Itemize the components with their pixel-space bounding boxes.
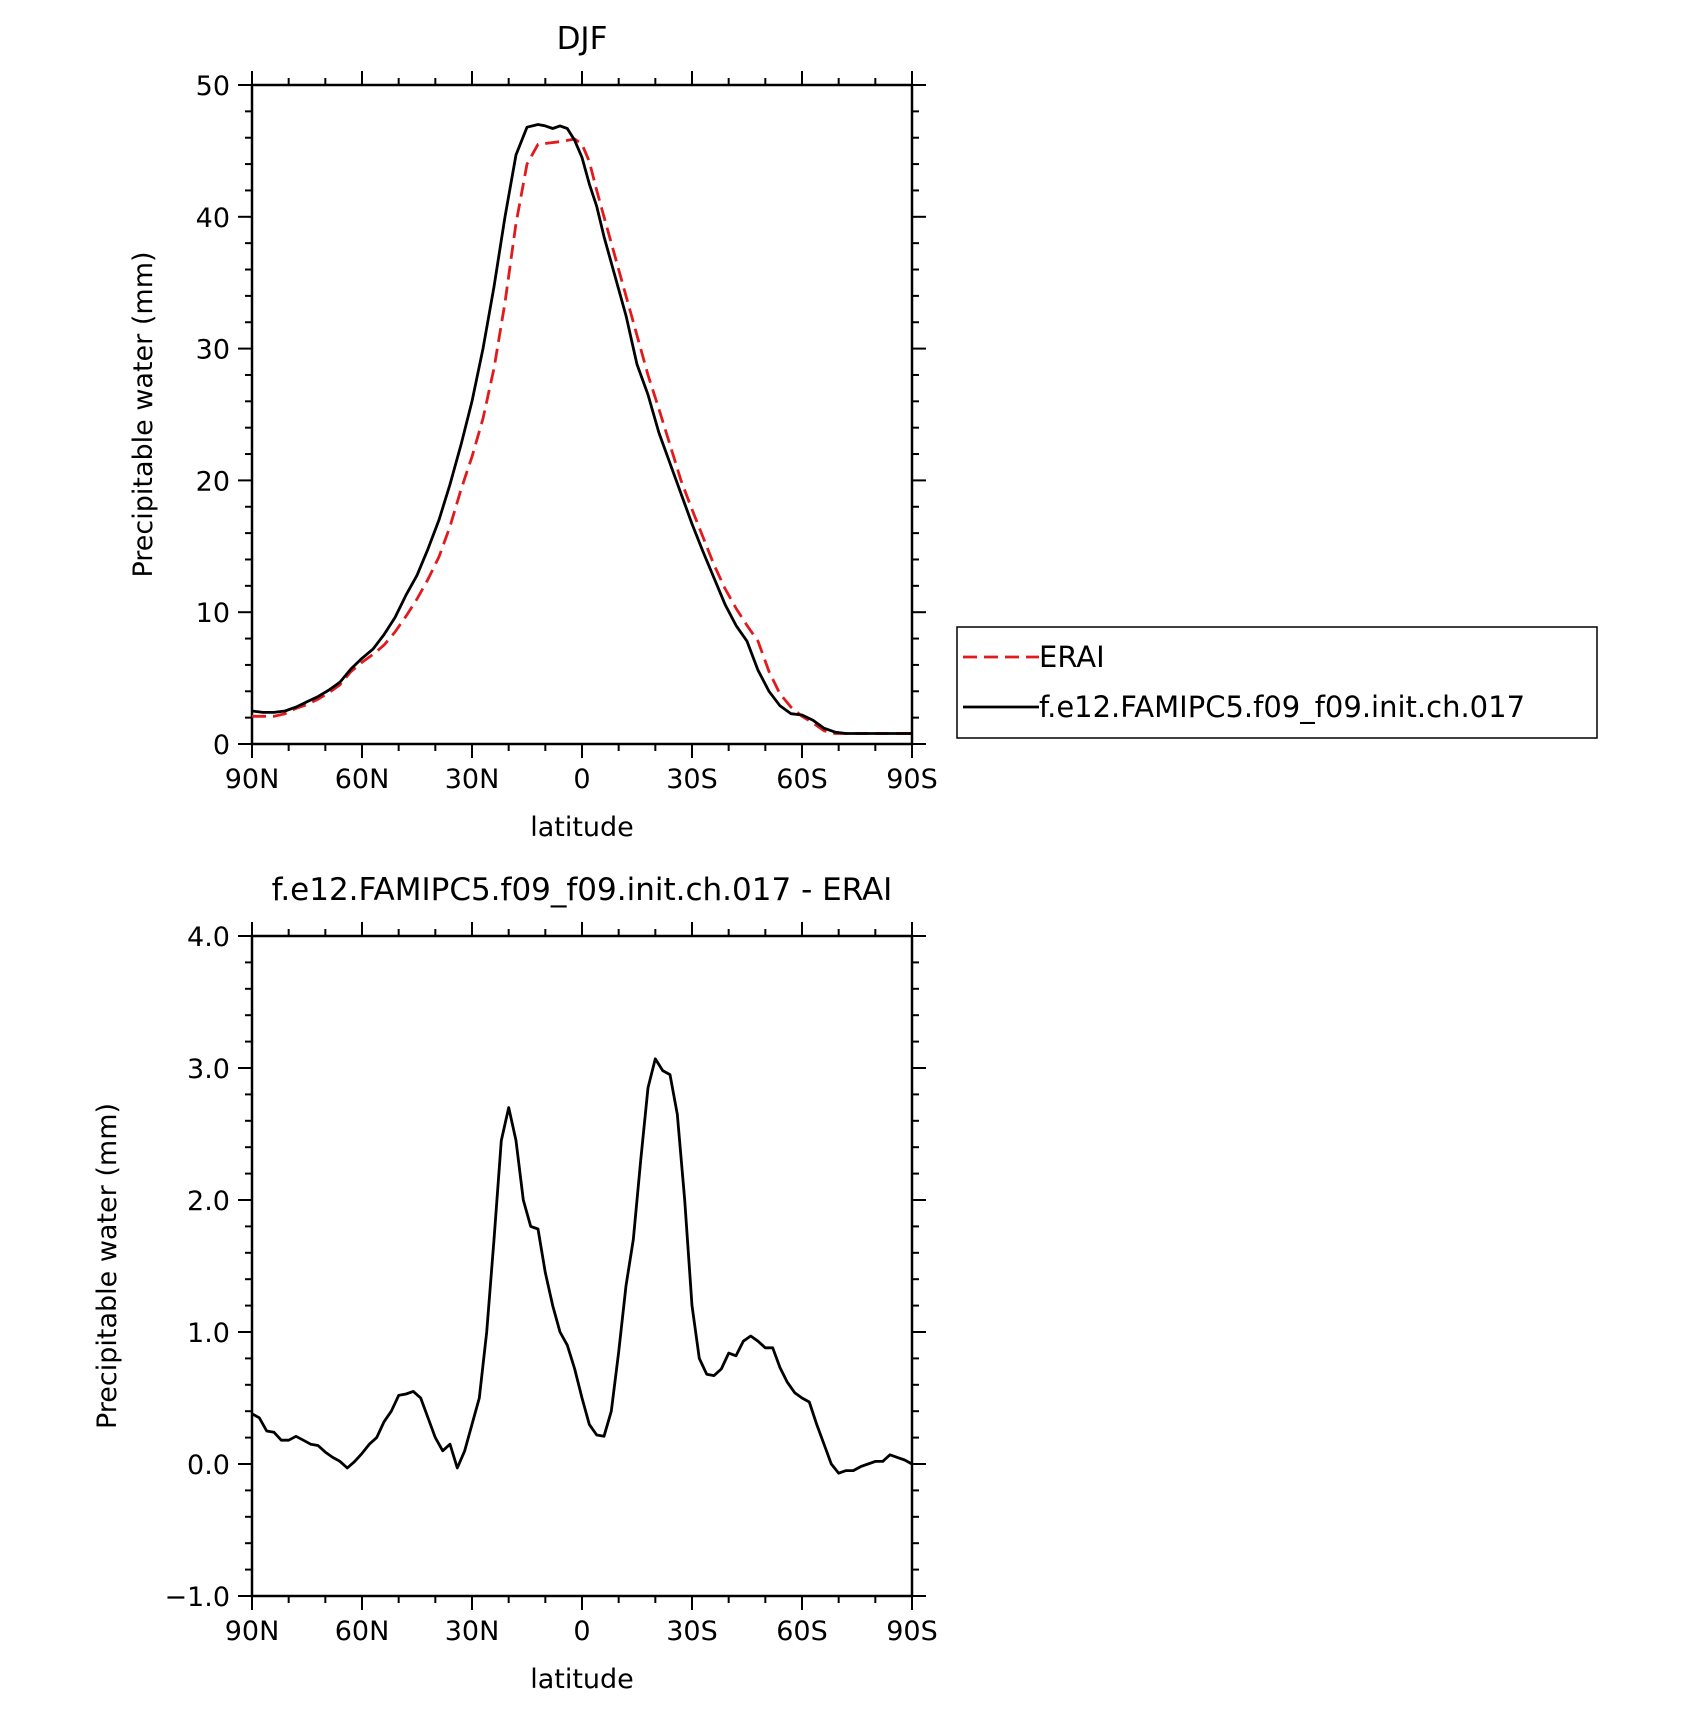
legend: ERAI f.e12.FAMIPC5.f09_f09.init.ch.017 (956, 626, 1598, 739)
x-tick-label: 0 (573, 1616, 590, 1647)
y-tick-label: 1.0 (187, 1318, 230, 1349)
x-axis-label: latitude (530, 1664, 634, 1695)
x-tick-label: 60N (335, 1616, 390, 1647)
x-tick-label: 60S (776, 1616, 828, 1647)
y-tick-label: 50 (196, 71, 230, 102)
chart-title: f.e12.FAMIPC5.f09_f09.init.ch.017 - ERAI (272, 872, 893, 908)
x-axis-label: latitude (530, 812, 634, 843)
x-tick-label: 60S (776, 764, 828, 795)
y-tick-label: 0.0 (187, 1450, 230, 1481)
y-tick-label: 10 (196, 598, 230, 629)
bottom-panel: f.e12.FAMIPC5.f09_f09.init.ch.017 - ERAI… (92, 872, 938, 1695)
y-axis-label: Precipitable water (mm) (92, 1103, 123, 1429)
y-tick-label: 20 (196, 466, 230, 497)
y-tick-label: 40 (196, 203, 230, 234)
x-tick-label: 60N (335, 764, 390, 795)
x-tick-label: 90N (225, 764, 280, 795)
x-tick-label: 0 (573, 764, 590, 795)
plot-frame (250, 83, 914, 746)
legend-box (956, 626, 1598, 739)
plot-frame (250, 934, 914, 1598)
series-line-0 (251, 1057, 913, 1475)
series-line-0 (252, 137, 912, 735)
x-tick-label: 90N (225, 1616, 280, 1647)
top-panel: DJF 90N 60N 30N 0 30S 60S 90S 0 10 20 30 40 50 latitud… (128, 21, 938, 843)
legend-label-1: f.e12.FAMIPC5.f09_f09.init.ch.017 (1039, 690, 1525, 724)
y-tick-label: 3.0 (187, 1054, 230, 1085)
y-tick-label: 2.0 (187, 1186, 230, 1217)
chart-title: DJF (557, 21, 608, 57)
x-tick-label: 30S (666, 764, 718, 795)
y-tick-label: 0 (213, 730, 230, 761)
x-tick-label: 90S (886, 764, 938, 795)
x-tick-label: 30N (445, 764, 500, 795)
y-tick-label: −1.0 (164, 1582, 230, 1613)
x-tick-label: 30S (666, 1616, 718, 1647)
y-tick-label: 30 (196, 335, 230, 366)
x-tick-label: 90S (886, 1616, 938, 1647)
legend-label-0: ERAI (1039, 640, 1105, 674)
series-line-1 (251, 123, 912, 735)
y-tick-label: 4.0 (187, 922, 230, 953)
y-axis-label: Precipitable water (mm) (128, 251, 159, 577)
x-tick-label: 30N (445, 1616, 500, 1647)
